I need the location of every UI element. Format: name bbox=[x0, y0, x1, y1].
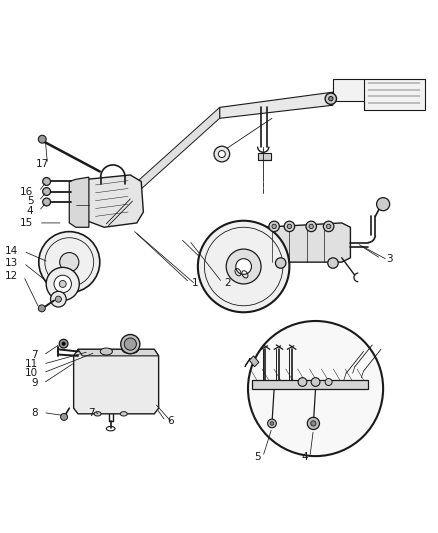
Circle shape bbox=[307, 417, 319, 430]
Text: 3: 3 bbox=[385, 254, 392, 264]
Circle shape bbox=[247, 321, 382, 456]
Circle shape bbox=[46, 268, 79, 301]
Circle shape bbox=[213, 146, 229, 162]
Circle shape bbox=[325, 378, 332, 385]
Text: 5: 5 bbox=[27, 196, 33, 206]
Circle shape bbox=[376, 198, 389, 211]
Circle shape bbox=[286, 224, 291, 229]
Polygon shape bbox=[132, 107, 219, 197]
Circle shape bbox=[305, 221, 316, 232]
Circle shape bbox=[198, 221, 289, 312]
Text: 6: 6 bbox=[167, 416, 174, 426]
Circle shape bbox=[267, 419, 276, 428]
Text: 1: 1 bbox=[191, 278, 198, 288]
Polygon shape bbox=[78, 349, 158, 356]
Circle shape bbox=[120, 335, 140, 354]
Circle shape bbox=[38, 135, 46, 143]
Circle shape bbox=[50, 292, 66, 307]
Circle shape bbox=[310, 421, 315, 426]
Circle shape bbox=[308, 224, 313, 229]
Circle shape bbox=[124, 338, 136, 350]
Ellipse shape bbox=[120, 411, 127, 416]
Text: 5: 5 bbox=[254, 452, 260, 462]
Circle shape bbox=[62, 342, 65, 345]
Ellipse shape bbox=[94, 411, 101, 416]
Polygon shape bbox=[258, 153, 271, 160]
Circle shape bbox=[42, 177, 50, 185]
Text: 9: 9 bbox=[31, 378, 38, 389]
Circle shape bbox=[325, 93, 336, 104]
Text: 13: 13 bbox=[5, 258, 18, 268]
Circle shape bbox=[272, 224, 276, 229]
Circle shape bbox=[55, 296, 61, 302]
Circle shape bbox=[59, 340, 68, 348]
Circle shape bbox=[60, 414, 67, 421]
Polygon shape bbox=[69, 177, 88, 227]
Circle shape bbox=[54, 275, 71, 293]
Circle shape bbox=[60, 253, 79, 272]
Polygon shape bbox=[332, 79, 424, 110]
Text: 16: 16 bbox=[20, 187, 33, 197]
Circle shape bbox=[323, 221, 333, 232]
Circle shape bbox=[38, 305, 45, 312]
Polygon shape bbox=[219, 92, 332, 118]
Circle shape bbox=[226, 249, 261, 284]
Text: 2: 2 bbox=[224, 278, 230, 288]
Text: 12: 12 bbox=[5, 271, 18, 281]
Text: 8: 8 bbox=[31, 408, 38, 417]
Circle shape bbox=[327, 258, 337, 268]
Text: 4: 4 bbox=[300, 452, 307, 462]
Polygon shape bbox=[249, 356, 258, 367]
Circle shape bbox=[268, 221, 279, 232]
Polygon shape bbox=[87, 175, 143, 227]
Ellipse shape bbox=[122, 345, 138, 354]
Circle shape bbox=[270, 422, 273, 425]
Circle shape bbox=[218, 150, 225, 158]
Polygon shape bbox=[252, 380, 367, 389]
Text: 10: 10 bbox=[25, 368, 38, 378]
Text: 7: 7 bbox=[31, 350, 38, 360]
Circle shape bbox=[235, 259, 251, 274]
Ellipse shape bbox=[100, 348, 112, 355]
Circle shape bbox=[275, 258, 285, 268]
Circle shape bbox=[328, 96, 332, 101]
Text: 14: 14 bbox=[5, 246, 18, 256]
Circle shape bbox=[311, 378, 319, 386]
Circle shape bbox=[39, 232, 99, 293]
Polygon shape bbox=[244, 358, 250, 367]
Text: 15: 15 bbox=[20, 218, 33, 228]
Circle shape bbox=[42, 188, 50, 196]
Text: 11: 11 bbox=[25, 359, 38, 369]
Circle shape bbox=[59, 280, 66, 287]
Circle shape bbox=[283, 221, 294, 232]
Text: 7: 7 bbox=[88, 408, 94, 417]
Text: 17: 17 bbox=[35, 159, 49, 169]
Circle shape bbox=[297, 378, 306, 386]
Circle shape bbox=[42, 198, 50, 206]
Polygon shape bbox=[263, 223, 350, 262]
Polygon shape bbox=[74, 349, 158, 414]
Circle shape bbox=[326, 224, 330, 229]
Text: 4: 4 bbox=[27, 206, 33, 216]
